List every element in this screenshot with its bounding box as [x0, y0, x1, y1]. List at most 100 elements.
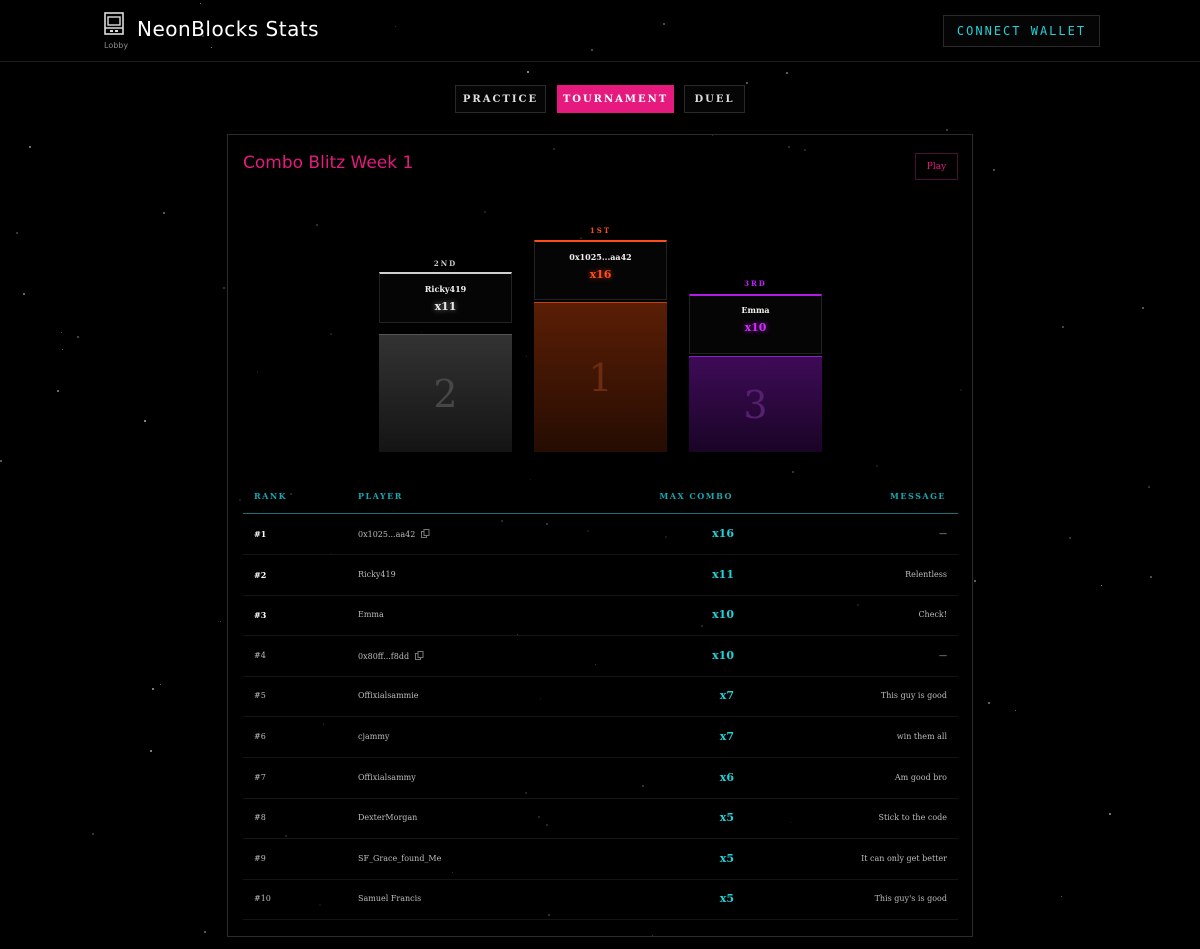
max-combo-cell: x10	[712, 648, 734, 662]
star	[746, 81, 749, 84]
podium-score: x11	[434, 300, 457, 313]
player-cell: Samuel Francis	[358, 894, 421, 903]
star	[1069, 537, 1072, 540]
star	[222, 287, 225, 290]
star	[56, 389, 59, 392]
podium-score: x10	[744, 321, 767, 334]
podium-score: x16	[589, 268, 612, 281]
podium-card-third[interactable]: Emma x10	[689, 294, 822, 354]
player-name: 0x1025...aa42	[358, 530, 416, 539]
star	[526, 71, 529, 74]
player-name: 0x80ff...f8dd	[358, 651, 410, 661]
message-cell: Am good bro	[894, 772, 947, 782]
table-row[interactable]: #2 Ricky419 x11 Relentless	[243, 556, 958, 596]
star	[16, 231, 19, 234]
star	[1062, 325, 1065, 328]
player-name: Offixialsammy	[358, 772, 416, 782]
star	[1108, 813, 1111, 816]
star	[1142, 307, 1145, 310]
star	[160, 684, 162, 686]
tab-tournament[interactable]: TOURNAMENT	[557, 85, 674, 113]
rank-cell: #8	[254, 813, 266, 823]
player-cell: cjammy	[358, 732, 389, 741]
star	[974, 580, 977, 583]
player-name: Samuel Francis	[358, 894, 422, 904]
player-name: Ricky419	[358, 569, 396, 579]
lobby-label[interactable]: Lobby	[104, 41, 129, 50]
table-row[interactable]: #9 SF_Grace_found_Me x5 It can only get bet…	[243, 840, 958, 880]
star	[219, 621, 221, 623]
message-cell: This guy is good	[880, 691, 947, 701]
rank-cell: #4	[254, 650, 266, 660]
star	[786, 72, 789, 75]
message-cell: Relentless	[905, 569, 947, 579]
rank-cell: #10	[254, 894, 271, 904]
star	[1100, 585, 1102, 587]
star	[76, 336, 79, 339]
star	[149, 749, 152, 752]
rank-cell: #5	[254, 691, 266, 701]
table-row[interactable]: #3 Emma x10 Check!	[243, 596, 958, 637]
max-combo-cell: x5	[719, 811, 734, 825]
podium-card-first[interactable]: 0x1025...aa42 x16	[534, 240, 667, 300]
star	[1150, 575, 1153, 578]
rank-cell: #6	[254, 732, 266, 741]
star	[945, 129, 948, 132]
star	[144, 419, 147, 422]
max-combo-cell: x11	[712, 567, 734, 581]
app-title: NeonBlocks Stats	[137, 17, 320, 41]
tab-duel[interactable]: DUEL	[684, 85, 745, 113]
star	[1060, 895, 1062, 897]
podium-place-label-first: 1ST	[589, 226, 612, 235]
table-row[interactable]: #5 Offixialsammie x7 This guy is good	[243, 677, 958, 718]
max-combo-cell: x16	[712, 527, 734, 540]
player-name: DexterMorgan	[358, 813, 418, 823]
table-row[interactable]: #7 Offixialsammy x6 Am good bro	[243, 759, 958, 799]
star	[60, 332, 62, 334]
player-cell: Offixialsammie	[358, 691, 419, 700]
rank-cell: #7	[254, 772, 266, 782]
star	[61, 348, 63, 350]
max-combo-cell: x10	[712, 608, 734, 622]
table-row[interactable]: #4 0x80ff...f8dd x10 —	[243, 637, 958, 677]
play-button[interactable]: Play	[915, 153, 958, 180]
player-cell: Offixialsammy	[358, 773, 416, 782]
podium-player-name: 0x1025...aa42	[569, 252, 632, 262]
podium-place-label-second: 2ND	[433, 259, 458, 268]
max-combo-cell: x7	[719, 730, 734, 743]
max-combo-cell: x7	[719, 689, 734, 703]
connect-wallet-button[interactable]: CONNECT WALLET	[943, 15, 1100, 47]
message-cell: This guy's is good	[874, 894, 947, 904]
player-cell: Emma	[358, 610, 384, 619]
player-name: cjammy	[358, 732, 390, 741]
max-combo-cell: x6	[719, 770, 734, 784]
podium-block-third: 3	[689, 356, 822, 452]
star	[1147, 486, 1150, 489]
podium-block-first: 1	[534, 302, 667, 452]
max-combo-cell: x5	[719, 892, 734, 906]
table-row[interactable]: #6 cjammy x7 win them all	[243, 718, 958, 758]
podium-player-name: Ricky419	[424, 284, 467, 294]
table-row[interactable]: #1 0x1025...aa42 x16 —	[243, 515, 958, 555]
tab-practice[interactable]: PRACTICE	[455, 85, 546, 113]
arcade-cabinet-icon[interactable]	[102, 12, 126, 48]
star	[988, 702, 990, 705]
player-name: Offixialsammie	[358, 691, 419, 701]
copy-icon[interactable]	[415, 650, 424, 660]
player-cell: DexterMorgan	[358, 813, 417, 822]
star	[92, 832, 95, 835]
podium-card-second[interactable]: Ricky419 x11	[379, 272, 512, 323]
player-name: SF_Grace_found_Me	[358, 853, 442, 863]
message-cell: —	[939, 529, 947, 538]
star	[152, 688, 155, 691]
table-row[interactable]: #10 Samuel Francis x5 This guy's is good	[243, 880, 958, 921]
copy-icon[interactable]	[421, 529, 430, 538]
table-row[interactable]: #8 DexterMorgan x5 Stick to the code	[243, 799, 958, 840]
column-header-max-combo: MAX COMBO	[659, 491, 733, 501]
table-header-divider	[243, 513, 958, 514]
star	[203, 931, 206, 934]
message-cell: Stick to the code	[878, 813, 948, 823]
star	[162, 211, 165, 214]
player-name: Emma	[358, 610, 384, 620]
podium-player-name: Emma	[741, 305, 770, 315]
